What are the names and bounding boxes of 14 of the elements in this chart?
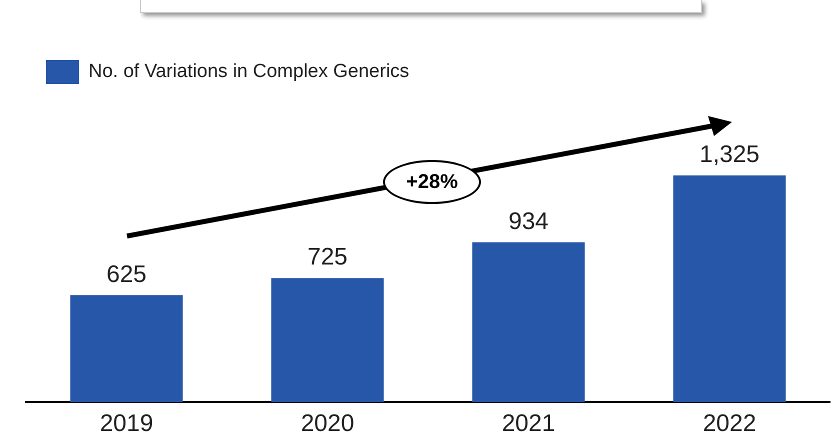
- data-label: 625: [106, 260, 147, 288]
- bar: [271, 278, 384, 402]
- legend-label: No. of Variations in Complex Generics: [88, 61, 410, 82]
- annotation: +28%: [383, 160, 481, 204]
- bar: [472, 242, 585, 402]
- x-tick-label: 2019: [100, 410, 154, 438]
- bar: [673, 175, 786, 402]
- bar: [70, 295, 183, 402]
- data-label: 934: [508, 208, 549, 235]
- x-tick-label: 2022: [702, 410, 756, 438]
- data-label: 1,325: [699, 140, 760, 168]
- data-label: 725: [307, 244, 348, 271]
- x-tick-label: 2021: [502, 410, 556, 438]
- x-tick-label: 2020: [300, 410, 354, 438]
